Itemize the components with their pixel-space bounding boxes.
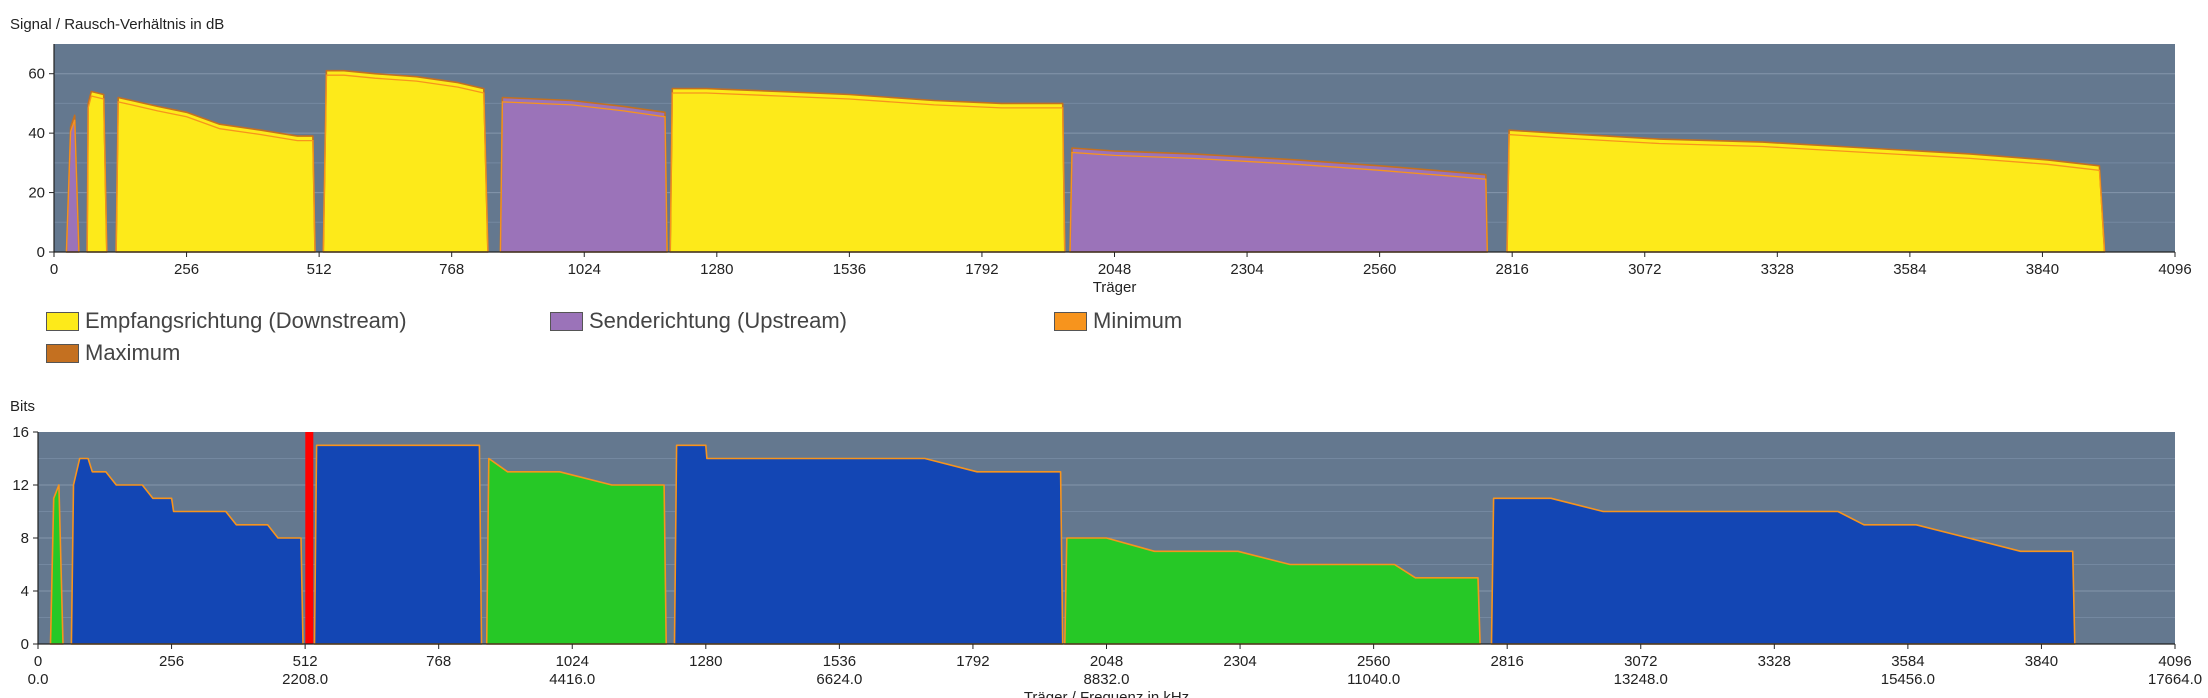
- minimum-line: [1506, 133, 2106, 253]
- x-secondary-tick-label: 8832.0: [1084, 671, 1130, 688]
- legend-label-upstream: Senderichtung (Upstream): [589, 308, 848, 333]
- legend-label-minimum: Minimum: [1093, 308, 1183, 333]
- x-tick-label: 1024: [556, 653, 589, 670]
- y-tick-label: 20: [28, 185, 45, 202]
- x-tick-label: 3584: [1893, 261, 1926, 278]
- bits-chart-title: Bits: [10, 398, 36, 415]
- legend-swatch-upstream: [550, 311, 583, 331]
- y-tick-label: 0: [21, 636, 29, 653]
- series-area: [673, 444, 1064, 645]
- x-axis-label: Träger / Frequenz in kHz: [1024, 689, 1189, 698]
- x-tick-label: 2048: [1090, 653, 1123, 670]
- x-tick-label: 2304: [1223, 653, 1256, 670]
- series-area: [499, 96, 668, 253]
- legend-swatch-maximum: [46, 343, 79, 363]
- y-tick-label: 40: [28, 125, 45, 142]
- x-tick-label: 3840: [2026, 261, 2059, 278]
- x-axis-label: Träger: [1093, 279, 1137, 296]
- x-tick-label: 1024: [568, 261, 601, 278]
- x-tick-label: 2048: [1098, 261, 1131, 278]
- x-secondary-tick-label: 4416.0: [549, 671, 595, 688]
- x-tick-label: 3328: [1758, 653, 1791, 670]
- y-tick-label: 8: [21, 530, 29, 547]
- series-area: [1064, 537, 1481, 645]
- x-tick-label: 256: [159, 653, 184, 670]
- series-area: [1490, 497, 2076, 645]
- legend-swatch-minimum: [1054, 311, 1087, 331]
- x-tick-label: 2304: [1230, 261, 1263, 278]
- minimum-line: [499, 101, 668, 253]
- x-tick-label: 3840: [2025, 653, 2058, 670]
- x-secondary-tick-label: 15456.0: [1881, 671, 1935, 688]
- snr-chart: 0 20 40 60 0 256 512 768 1024 1280 1536 1792 2048 230…: [28, 44, 2192, 296]
- x-secondary-tick-label: 17664.0: [2148, 671, 2202, 688]
- x-tick-label: 3072: [1628, 261, 1661, 278]
- x-secondary-tick-label: 11040.0: [1347, 671, 1400, 688]
- x-tick-label: 3584: [1891, 653, 1924, 670]
- y-tick-label: 0: [37, 244, 45, 261]
- legend-label-downstream: Empfangsrichtung (Downstream): [85, 308, 407, 333]
- x-secondary-tick-label: 13248.0: [1614, 671, 1668, 688]
- x-tick-label: 1536: [823, 653, 856, 670]
- x-secondary-tick-label: 0.0: [28, 671, 49, 688]
- y-tick-label: 12: [12, 477, 29, 494]
- x-tick-label: 0: [34, 653, 42, 670]
- minimum-line: [322, 74, 489, 253]
- x-tick-label: 2560: [1363, 261, 1396, 278]
- legend-swatch-downstream: [46, 311, 79, 331]
- minimum-line: [115, 101, 316, 253]
- snr-chart-title: Signal / Rausch-Verhältnis in dB: [10, 16, 225, 33]
- legend-label-maximum: Maximum: [85, 340, 181, 365]
- legend-item-minimum[interactable]: Minimum: [1054, 308, 1182, 334]
- x-tick-label: 2816: [1491, 653, 1524, 670]
- series-area: [70, 457, 304, 645]
- minimum-line: [86, 95, 108, 253]
- x-tick-label: 4096: [2158, 261, 2191, 278]
- series-area: [669, 87, 1066, 253]
- y-tick-label: 4: [21, 583, 29, 600]
- x-tick-label: 256: [174, 261, 199, 278]
- x-tick-label: 512: [307, 261, 332, 278]
- minimum-line: [65, 119, 80, 253]
- x-secondary-tick-label: 2208.0: [282, 671, 328, 688]
- x-tick-label: 2816: [1496, 261, 1529, 278]
- legend-item-upstream[interactable]: Senderichtung (Upstream): [550, 308, 847, 334]
- minimum-line: [669, 92, 1066, 253]
- x-tick-label: 768: [426, 653, 451, 670]
- legend-item-downstream[interactable]: Empfangsrichtung (Downstream): [46, 308, 407, 334]
- x-tick-label: 512: [293, 653, 318, 670]
- x-tick-label: 3328: [1761, 261, 1794, 278]
- x-tick-label: 4096: [2158, 653, 2191, 670]
- x-tick-label: 1280: [689, 653, 722, 670]
- x-tick-label: 1792: [956, 653, 989, 670]
- minimum-line: [1069, 151, 1488, 253]
- x-tick-label: 3072: [1624, 653, 1657, 670]
- y-tick-label: 60: [28, 66, 45, 83]
- series-area: [313, 444, 483, 645]
- snr-legend: Empfangsrichtung (Downstream) Sendericht…: [46, 304, 1182, 374]
- y-tick-label: 16: [12, 424, 29, 441]
- pilot-marker: [305, 432, 314, 644]
- x-tick-label: 0: [50, 261, 58, 278]
- x-tick-label: 768: [439, 261, 464, 278]
- bits-chart: 0 4 8 12 16 0 256 512 768 1024 1280 1536 1792 2048 230…: [12, 424, 2202, 698]
- x-tick-label: 1536: [833, 261, 866, 278]
- series-area: [322, 69, 489, 253]
- x-tick-label: 2560: [1357, 653, 1390, 670]
- legend-item-maximum[interactable]: Maximum: [46, 340, 180, 366]
- x-secondary-tick-label: 6624.0: [816, 671, 862, 688]
- x-tick-label: 1280: [700, 261, 733, 278]
- x-tick-label: 1792: [965, 261, 998, 278]
- series-area: [485, 457, 668, 645]
